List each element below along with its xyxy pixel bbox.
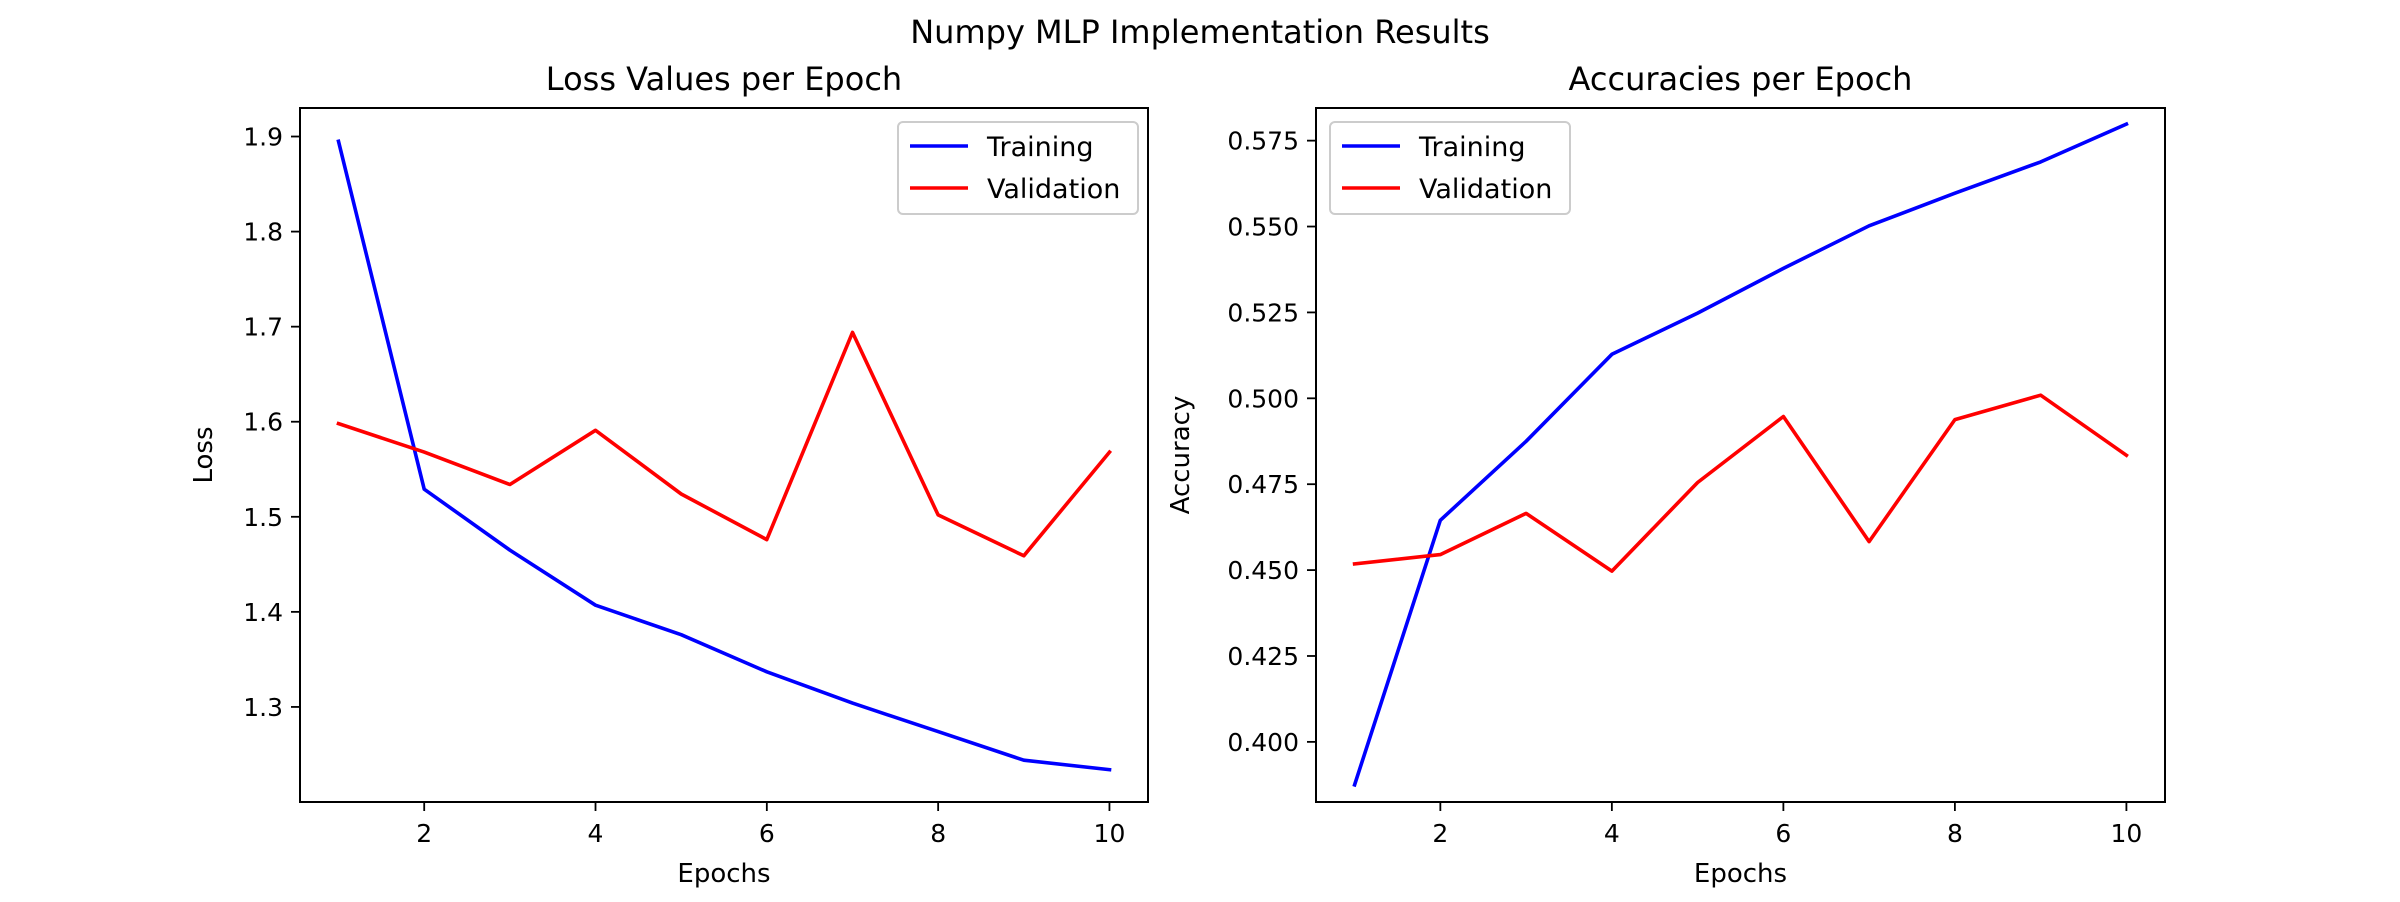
accuracy-chart: Accuracies per Epoch 2 4 6 8 10 0.400 0.425 0.45…: [1166, 60, 2166, 889]
x-tick-label: 2: [416, 819, 432, 848]
accuracy-plot-frame: [1315, 107, 2166, 803]
y-tick-label: 1.9: [243, 123, 283, 152]
y-tick-label: 1.7: [243, 313, 283, 342]
y-tick-label: 0.525: [1227, 298, 1299, 327]
legend-label-validation: Validation: [987, 174, 1120, 205]
y-tick-label: 0.450: [1227, 556, 1299, 585]
x-tick-label: 8: [930, 819, 946, 848]
y-tick-label: 1.6: [243, 408, 283, 437]
x-tick-label: 10: [2111, 819, 2143, 848]
x-tick-label: 4: [1604, 819, 1620, 848]
y-tick-label: 0.400: [1227, 728, 1299, 757]
y-tick-label: 0.500: [1227, 384, 1299, 413]
legend-label-training: Training: [1418, 132, 1526, 163]
x-tick-label: 8: [1947, 819, 1963, 848]
accuracy-validation-line: [1352, 393, 2129, 573]
x-tick-label: 10: [1094, 819, 1126, 848]
y-tick-label: 0.475: [1227, 470, 1299, 499]
y-tick-label: 0.425: [1227, 642, 1299, 671]
y-tick-label: 0.575: [1227, 127, 1299, 156]
accuracy-y-axis-label: Accuracy: [1166, 396, 1196, 515]
legend-label-validation: Validation: [1419, 174, 1552, 205]
loss-x-axis-label: Epochs: [677, 859, 770, 889]
loss-plot-frame: [299, 107, 1149, 803]
loss-legend: Training Validation: [897, 121, 1139, 215]
loss-chart-title: Loss Values per Epoch: [546, 60, 902, 98]
x-tick-label: 6: [759, 819, 775, 848]
y-tick-label: 1.8: [243, 218, 283, 247]
accuracy-training-line: [1352, 121, 2129, 788]
loss-chart: Loss Values per Epoch 2 4 6 8 10 1.3 1.4 1.5 1.6 1…: [189, 60, 1149, 889]
figure-title: Numpy MLP Implementation Results: [910, 13, 1490, 51]
x-tick-label: 4: [588, 819, 604, 848]
accuracy-chart-title: Accuracies per Epoch: [1569, 60, 1913, 98]
loss-training-line: [336, 139, 1112, 772]
legend-label-training: Training: [986, 132, 1094, 163]
x-tick-label: 6: [1775, 819, 1791, 848]
y-tick-label: 1.5: [243, 503, 283, 532]
loss-y-axis-label: Loss: [189, 426, 219, 483]
y-tick-label: 1.4: [243, 598, 283, 627]
accuracy-x-axis-label: Epochs: [1694, 859, 1787, 889]
y-tick-label: 1.3: [243, 693, 283, 722]
y-tick-label: 0.550: [1227, 213, 1299, 242]
x-tick-label: 2: [1432, 819, 1448, 848]
loss-validation-line: [336, 330, 1113, 558]
accuracy-legend: Training Validation: [1329, 121, 1571, 215]
